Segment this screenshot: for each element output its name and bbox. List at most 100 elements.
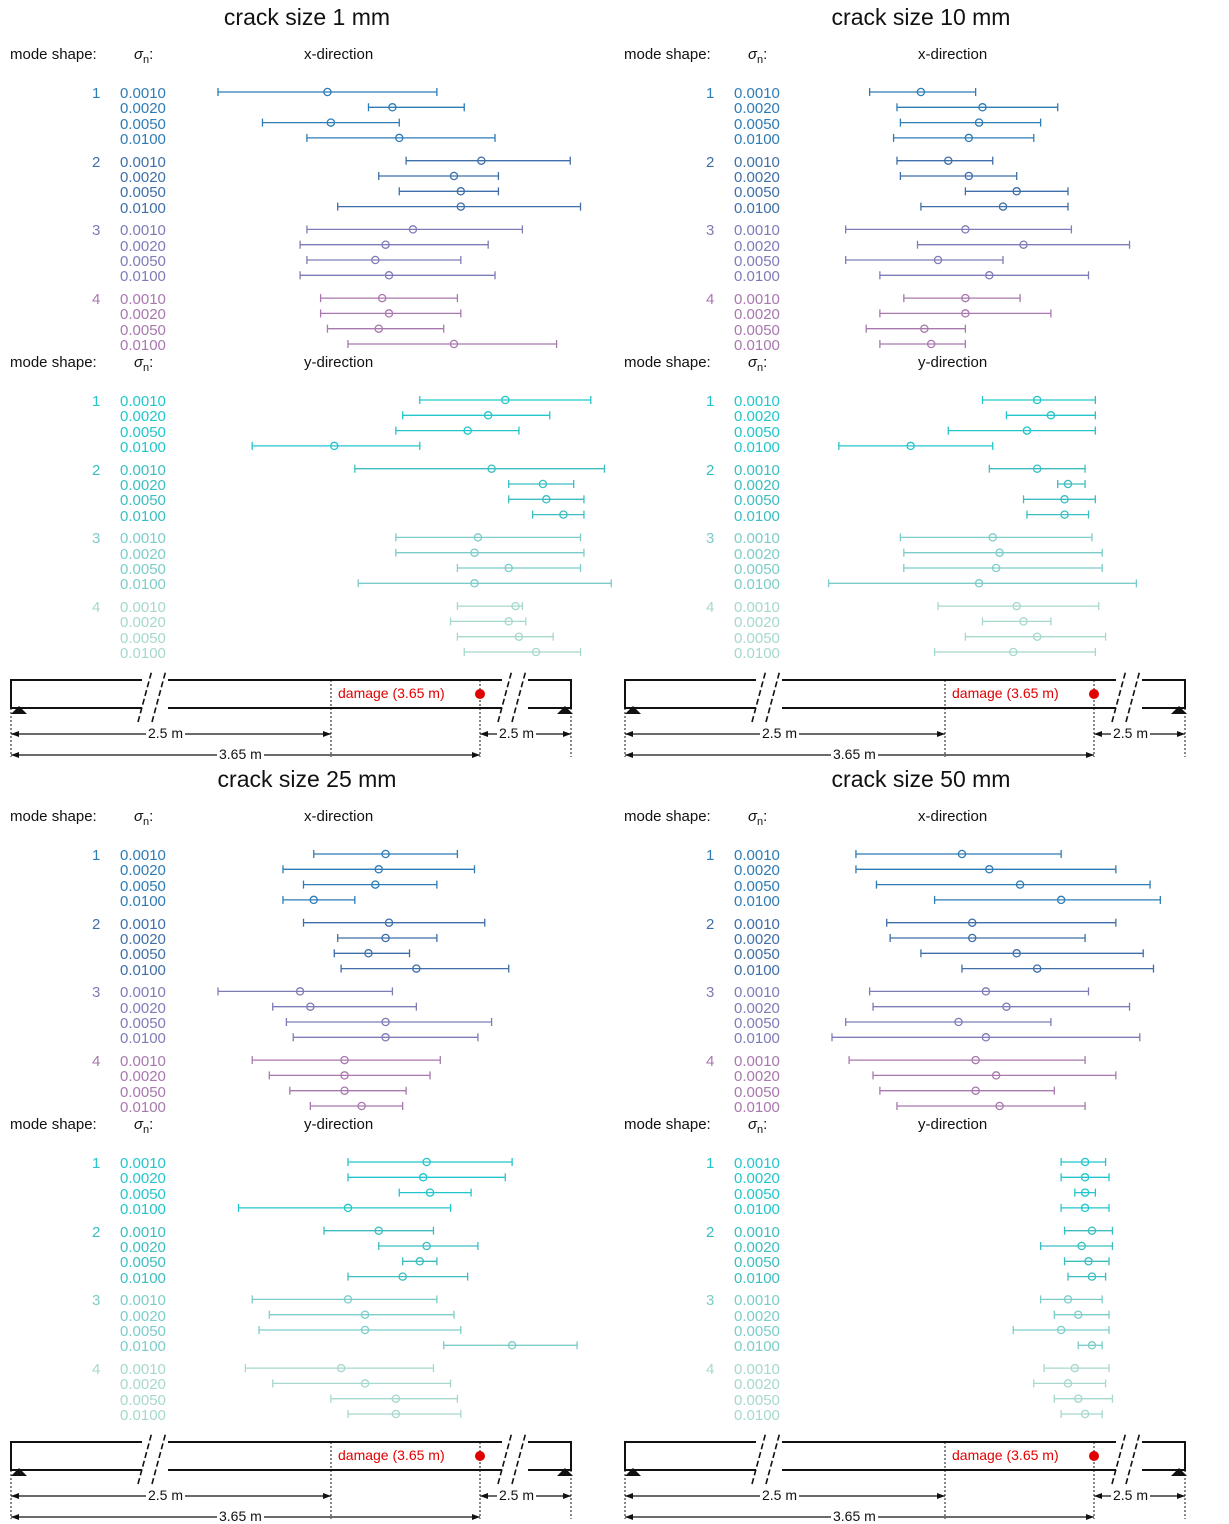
error-bar (896, 103, 1059, 112)
mean-marker (456, 202, 466, 211)
error-bar (217, 987, 394, 996)
sigma-level-label: 0.0010 (734, 222, 780, 240)
mean-marker (470, 548, 479, 557)
error-bar (419, 395, 592, 405)
error-bar (868, 87, 977, 97)
error-bar (964, 187, 1069, 196)
sigma-level-label: 0.0020 (120, 408, 166, 426)
mean-marker (1056, 1325, 1066, 1335)
mean-marker (933, 255, 943, 265)
sigma-level-label: 0.0020 (734, 306, 780, 324)
error-bar (848, 1055, 1086, 1065)
error-bar (405, 156, 571, 165)
mean-marker (1012, 601, 1021, 611)
error-bar (347, 1272, 469, 1281)
sigma-level-label: 0.0100 (734, 438, 780, 456)
sigma-level-label: 0.0050 (734, 184, 780, 202)
sigma-level-label: 0.0100 (734, 961, 780, 979)
y-direction-label: y-direction (304, 1116, 374, 1133)
sigma-level-label: 0.0100 (120, 1338, 166, 1356)
support-right (1171, 1468, 1187, 1476)
dimension-2-5m-left: 2.5 m (146, 725, 186, 741)
error-bar (899, 171, 1018, 181)
support-left (11, 1468, 27, 1476)
mode-number: 2 (706, 461, 715, 479)
mean-marker (381, 933, 390, 943)
mode-shape-label: mode shape: (624, 808, 711, 825)
mean-marker (531, 647, 541, 657)
sigma-level-label: 0.0010 (120, 984, 166, 1002)
dimension-2-5m-right: 2.5 m (1111, 725, 1151, 741)
sigma-level-label: 0.0010 (120, 85, 166, 102)
error-bar (282, 865, 476, 874)
error-bar (306, 225, 524, 234)
mean-marker (483, 411, 493, 420)
sigma-level-label: 0.0100 (734, 1407, 780, 1424)
mean-marker (1012, 187, 1021, 196)
sigma-level-label: 0.0100 (120, 199, 166, 217)
sigma-level-label: 0.0020 (734, 477, 780, 494)
mean-marker (981, 987, 991, 996)
sigma-n-label: σn: (134, 46, 154, 66)
dimension-3-65m: 3.65 m (217, 746, 264, 762)
error-bar (855, 865, 1117, 874)
error-bar (1063, 1257, 1110, 1266)
mean-marker (340, 1055, 349, 1065)
mean-marker (906, 441, 915, 451)
mode-shape-label: mode shape: (10, 1116, 97, 1133)
sigma-level-label: 0.0020 (734, 931, 780, 948)
mean-marker (1063, 479, 1073, 489)
sigma-level-label: 0.0050 (734, 1015, 780, 1032)
mean-marker (371, 255, 380, 265)
error-bar (1012, 1325, 1110, 1335)
x-direction-label: x-direction (918, 808, 988, 825)
mode-number: 1 (92, 85, 101, 102)
error-bar (289, 1086, 407, 1095)
mean-marker (326, 118, 336, 127)
sigma-level-label: 0.0050 (120, 946, 166, 964)
sigma-level-label: 0.0100 (734, 1200, 780, 1218)
mode-number: 3 (706, 984, 715, 1002)
sigma-n-label: σn: (134, 354, 154, 374)
dimension-2-5m-left: 2.5 m (760, 1487, 800, 1503)
mode-shape-label: mode shape: (624, 354, 711, 371)
error-bar (395, 426, 520, 435)
dimension-3-65m: 3.65 m (831, 1508, 878, 1524)
error-bar (508, 479, 575, 489)
mean-marker (323, 87, 332, 97)
error-bar (449, 617, 527, 626)
mean-marker (985, 865, 994, 874)
sigma-level-label: 0.0100 (734, 1269, 780, 1287)
error-bar (1005, 411, 1096, 420)
mean-marker (384, 271, 394, 280)
error-bar (845, 1017, 1052, 1027)
mean-marker (988, 533, 997, 542)
sigma-level-label: 0.0020 (734, 1307, 780, 1325)
sigma-level-label: 0.0010 (734, 847, 780, 864)
sigma-level-label: 0.0010 (120, 530, 166, 548)
mean-marker (1063, 1295, 1073, 1304)
mean-marker (1073, 1310, 1083, 1319)
error-bar (354, 464, 606, 473)
y-direction-label: y-direction (918, 354, 988, 371)
mean-marker (961, 225, 970, 234)
mean-marker (360, 1310, 370, 1319)
mean-marker (371, 880, 380, 889)
error-bar (1057, 479, 1086, 489)
mean-marker (306, 1002, 315, 1011)
error-bar (1060, 1173, 1110, 1182)
sigma-level-label: 0.0100 (734, 1030, 780, 1048)
sigma-level-label: 0.0100 (120, 1269, 166, 1287)
error-bar (330, 1394, 459, 1403)
mean-marker (504, 617, 513, 626)
sigma-level-label: 0.0100 (734, 268, 780, 286)
mean-marker (1084, 1257, 1093, 1266)
mode-number: 2 (706, 915, 715, 933)
sigma-level-label: 0.0020 (120, 999, 166, 1017)
mean-marker (1080, 1203, 1090, 1213)
sigma-level-label: 0.0050 (734, 115, 780, 133)
sigma-level-label: 0.0050 (734, 1391, 780, 1409)
beam-diagram (624, 1431, 1187, 1520)
sigma-level-label: 0.0050 (734, 1254, 780, 1272)
mode-shape-label: mode shape: (624, 1116, 711, 1133)
